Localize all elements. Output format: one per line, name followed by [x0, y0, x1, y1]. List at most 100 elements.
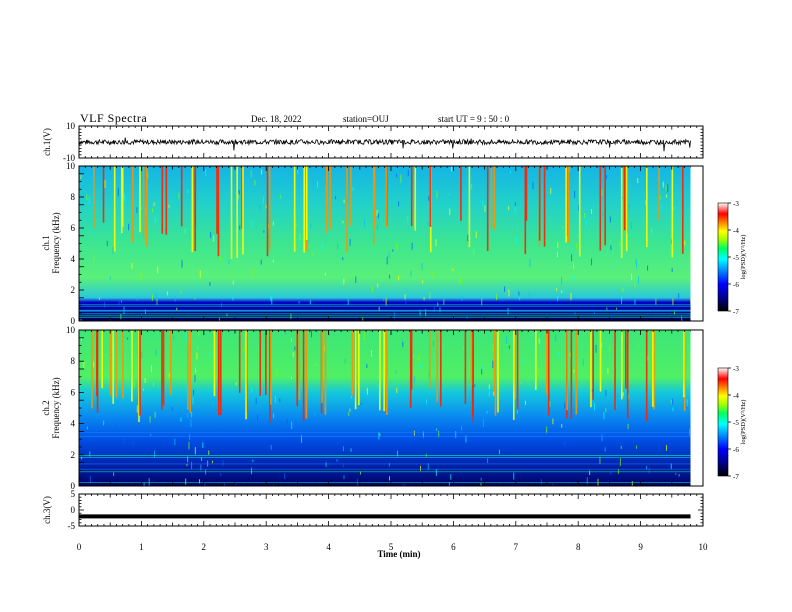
vlf-burst: [139, 166, 141, 233]
no-data-region: [690, 166, 703, 321]
spectral-speckle: [558, 352, 560, 357]
x-axis-title: Time (min): [377, 549, 420, 559]
spectral-speckle: [309, 300, 311, 305]
spectral-speckle: [232, 280, 234, 285]
no-data-region: [690, 330, 703, 486]
spectral-speckle: [538, 367, 540, 375]
spectral-speckle: [637, 178, 639, 184]
spectral-speckle: [199, 479, 201, 484]
spectral-speckle: [647, 356, 649, 361]
spectral-speckle: [226, 431, 228, 438]
spectral-speckle: [622, 288, 624, 293]
vlf-burst: [259, 330, 262, 396]
spectral-speckle: [90, 475, 92, 483]
spectral-speckle: [514, 202, 516, 206]
y-tick-label: 5: [71, 489, 76, 499]
vlf-burst: [169, 330, 172, 396]
spectral-speckle: [308, 240, 310, 244]
vlf-burst: [115, 330, 118, 398]
spectral-speckle: [136, 405, 138, 413]
y-tick-label: 0: [71, 481, 76, 491]
spectral-speckle: [601, 186, 603, 191]
vlf-burst: [516, 330, 519, 410]
spectral-speckle: [607, 367, 609, 374]
spectral-speckle: [207, 460, 209, 467]
vlf-burst: [213, 330, 216, 397]
spectral-speckle: [508, 289, 510, 297]
vlf-burst: [525, 166, 528, 221]
vlf-burst: [139, 330, 141, 416]
spectral-speckle: [152, 208, 154, 213]
vlf-burst: [242, 166, 244, 255]
spectral-speckle: [439, 307, 441, 313]
spectral-speckle: [310, 223, 312, 229]
vlf-burst: [543, 166, 546, 247]
spectral-speckle: [250, 169, 252, 178]
spectral-speckle: [524, 400, 526, 405]
vlf-burst: [326, 166, 328, 234]
spectral-speckle: [202, 442, 204, 448]
spectral-speckle: [516, 406, 518, 414]
y-tick-label: 4: [71, 254, 76, 264]
spectral-speckle: [104, 374, 106, 377]
ch1-spec-ylabel: ch.1: [41, 235, 51, 250]
spectral-speckle: [362, 317, 364, 321]
spectral-speckle: [618, 468, 620, 474]
spectral-speckle: [410, 270, 412, 277]
spectral-speckle: [360, 402, 362, 405]
spectral-speckle: [298, 301, 300, 304]
spectral-speckle: [609, 345, 611, 352]
vlf-burst: [346, 166, 348, 253]
spectral-speckle: [418, 390, 420, 396]
spectral-speckle: [637, 344, 639, 347]
vlf-burst: [592, 330, 594, 400]
spectral-speckle: [299, 357, 301, 360]
spectral-speckle: [396, 173, 398, 178]
spectral-speckle: [644, 200, 646, 205]
spectral-speckle: [571, 254, 573, 262]
spectral-speckle: [189, 434, 191, 440]
spectral-speckle: [279, 398, 281, 402]
vlf-burst: [512, 330, 515, 420]
spectral-speckle: [377, 213, 379, 219]
x-tick-label: 5: [389, 542, 394, 552]
y-tick-label: -10: [63, 153, 75, 163]
vlf-burst: [386, 330, 388, 415]
vlf-burst: [296, 330, 299, 407]
spectral-speckle: [609, 216, 611, 223]
spectral-speckle: [480, 482, 482, 486]
spectral-speckle: [316, 181, 318, 188]
spectral-speckle: [678, 474, 680, 477]
spectral-speckle: [131, 263, 133, 269]
spectral-speckle: [622, 392, 624, 397]
spectral-speckle: [637, 276, 639, 284]
vlf-burst: [266, 166, 269, 257]
spectral-speckle: [299, 233, 301, 241]
x-tick-label: 0: [77, 542, 82, 552]
spectral-speckle: [136, 207, 138, 213]
spectral-speckle: [493, 391, 495, 396]
spectral-speckle: [272, 221, 274, 226]
spectral-speckle: [151, 365, 153, 373]
vlf-burst: [599, 166, 602, 251]
spectral-speckle: [259, 204, 261, 211]
vlf-burst: [547, 330, 550, 416]
spectral-speckle: [154, 411, 156, 418]
spectral-speckle: [422, 181, 424, 187]
spectral-speckle: [561, 276, 563, 285]
spectral-speckle: [435, 239, 437, 247]
spectral-speckle: [219, 256, 221, 261]
spectral-speckle: [484, 205, 486, 212]
spectral-speckle: [378, 431, 380, 440]
spectral-speckle: [141, 351, 143, 359]
spectral-speckle: [290, 313, 292, 320]
vlf-burst: [652, 330, 654, 407]
spectral-speckle: [212, 460, 214, 464]
spectral-speckle: [359, 471, 361, 475]
spectral-speckle: [610, 245, 612, 251]
spectral-speckle: [427, 221, 429, 226]
spectral-speckle: [188, 441, 190, 450]
spectral-speckle: [104, 180, 106, 189]
spectral-speckle: [200, 464, 202, 471]
